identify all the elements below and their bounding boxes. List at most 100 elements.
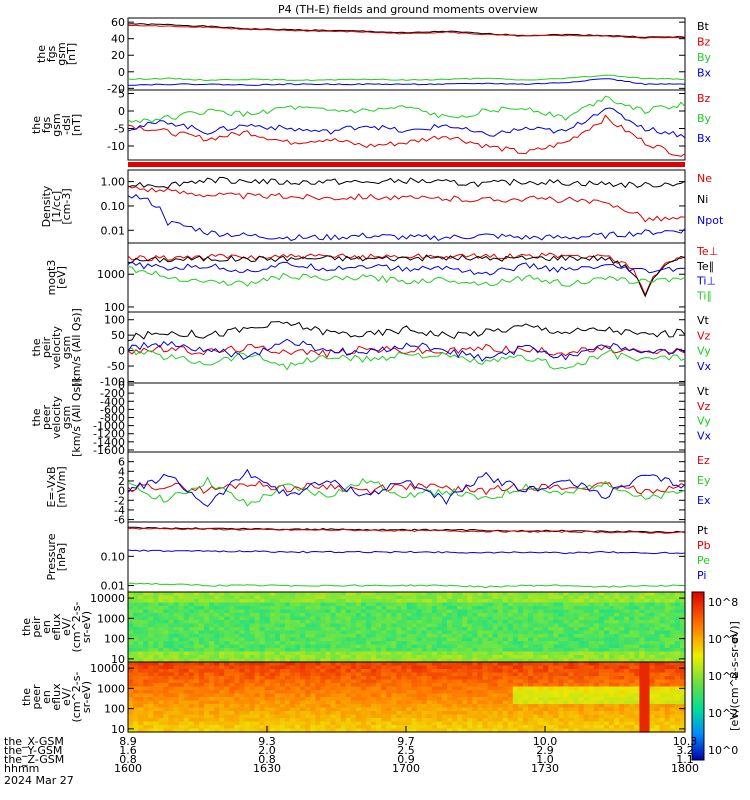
spectrogram-cell bbox=[168, 707, 175, 712]
spectrogram-cell bbox=[441, 644, 448, 649]
spectrogram-cell bbox=[416, 637, 423, 642]
spectrogram-cell bbox=[477, 602, 484, 607]
spectrogram-cell bbox=[274, 616, 281, 621]
spectrogram-cell bbox=[254, 655, 261, 660]
spectrogram-cell bbox=[639, 704, 646, 709]
spectrogram-cell bbox=[381, 718, 387, 723]
spectrogram-cell bbox=[558, 697, 565, 702]
spectrogram-cell bbox=[345, 697, 352, 702]
spectrogram-cell bbox=[654, 641, 661, 646]
spectrogram-cell bbox=[654, 637, 661, 642]
spectrogram-cell bbox=[244, 686, 251, 691]
spectrogram-cell bbox=[634, 592, 641, 597]
spectrogram-cell bbox=[279, 693, 286, 698]
spectrogram-cell bbox=[441, 606, 448, 611]
spectrogram-cell bbox=[198, 606, 205, 611]
spectrogram-cell bbox=[512, 630, 519, 635]
spectrogram-cell bbox=[153, 676, 159, 681]
spectrogram-cell bbox=[209, 676, 215, 681]
spectrogram-cell bbox=[391, 648, 397, 653]
spectrogram-cell bbox=[487, 679, 494, 684]
spectrogram-cell bbox=[128, 592, 134, 597]
spectrogram-cell bbox=[548, 599, 554, 604]
spectrogram-cell bbox=[244, 609, 251, 614]
spectrogram-cell bbox=[614, 658, 620, 663]
spectrogram-cell bbox=[355, 693, 362, 698]
spectrogram-cell bbox=[522, 630, 529, 635]
spectrogram-cell bbox=[249, 672, 256, 677]
spectrogram-cell bbox=[664, 679, 671, 684]
spectrogram-cell bbox=[264, 700, 271, 705]
spectrogram-cell bbox=[290, 700, 296, 705]
spectrogram-cell bbox=[269, 665, 276, 670]
spectrogram-cell bbox=[674, 728, 681, 733]
spectrogram-cell bbox=[497, 672, 504, 677]
spectrogram-cell bbox=[507, 602, 514, 607]
spectrogram-cell bbox=[143, 606, 149, 611]
spectrogram-cell bbox=[598, 620, 605, 625]
spectrogram-cell bbox=[644, 616, 651, 621]
spectrogram-cell bbox=[472, 697, 478, 702]
spectrogram-cell bbox=[583, 602, 590, 607]
spectrogram-cell bbox=[654, 725, 661, 730]
series-line-Ti∥ bbox=[127, 266, 686, 287]
spectrogram-cell bbox=[588, 665, 595, 670]
x-tick-label: 0.8 bbox=[258, 753, 276, 766]
spectrogram-cell bbox=[664, 662, 671, 667]
spectrogram-cell bbox=[193, 711, 200, 716]
spectrogram-cell bbox=[502, 651, 509, 656]
spectrogram-cell bbox=[609, 616, 615, 621]
spectrogram-cell bbox=[558, 651, 565, 656]
spectrogram-cell bbox=[371, 641, 377, 646]
spectrogram-cell bbox=[264, 641, 271, 646]
spectrogram-cell bbox=[254, 676, 261, 681]
spectrogram-cell bbox=[193, 620, 200, 625]
spectrogram-cell bbox=[603, 728, 610, 733]
spectrogram-cell bbox=[563, 641, 570, 646]
spectrogram-cell bbox=[538, 700, 544, 705]
spectrogram-cell bbox=[426, 669, 433, 674]
spectrogram-cell bbox=[320, 613, 327, 618]
spectrogram-cell bbox=[209, 637, 215, 642]
spectrogram-cell bbox=[507, 609, 514, 614]
y-tick-label: 100 bbox=[104, 314, 125, 327]
spectrogram-cell bbox=[305, 693, 311, 698]
spectrogram-cell bbox=[421, 606, 428, 611]
spectrogram-cell bbox=[452, 676, 458, 681]
spectrogram-cell bbox=[396, 602, 403, 607]
spectrogram-cell bbox=[634, 595, 641, 600]
spectrogram-cell bbox=[477, 637, 484, 642]
spectrogram-cell bbox=[381, 669, 387, 674]
spectrogram-cell bbox=[538, 693, 544, 698]
spectrogram-cell bbox=[441, 623, 448, 628]
spectrogram-cell bbox=[436, 623, 443, 628]
spectrogram-cell bbox=[609, 718, 615, 723]
spectrogram-cell bbox=[538, 634, 544, 639]
spectrogram-cell bbox=[330, 595, 337, 600]
spectrogram-cell bbox=[573, 672, 580, 677]
spectrogram-cell bbox=[350, 651, 357, 656]
spectrogram-cell bbox=[193, 623, 200, 628]
spectrogram-cell bbox=[538, 595, 544, 600]
spectrogram-cell bbox=[416, 651, 423, 656]
spectrogram-cell bbox=[340, 620, 347, 625]
spectrogram-cell bbox=[386, 711, 392, 716]
spectrogram-cell bbox=[538, 686, 544, 691]
spectrogram-cell bbox=[411, 644, 418, 649]
spectrogram-cell bbox=[224, 641, 230, 646]
spectrogram-cell bbox=[365, 651, 372, 656]
spectrogram-cell bbox=[325, 686, 332, 691]
spectrogram-cell bbox=[674, 616, 681, 621]
spectrogram-cell bbox=[355, 595, 362, 600]
spectrogram-cell bbox=[284, 613, 291, 618]
spectrogram-cell bbox=[447, 658, 453, 663]
spectrogram-cell bbox=[183, 665, 190, 670]
spectrogram-cell bbox=[133, 676, 139, 681]
spectrogram-cell bbox=[274, 707, 281, 712]
y-tick-label: 5 bbox=[118, 88, 125, 101]
spectrogram-cell bbox=[619, 700, 625, 705]
spectrogram-cell bbox=[679, 704, 686, 709]
y-tick-label: 50 bbox=[111, 329, 125, 342]
spectrogram-cell bbox=[183, 602, 190, 607]
spectrogram-cell bbox=[249, 648, 256, 653]
